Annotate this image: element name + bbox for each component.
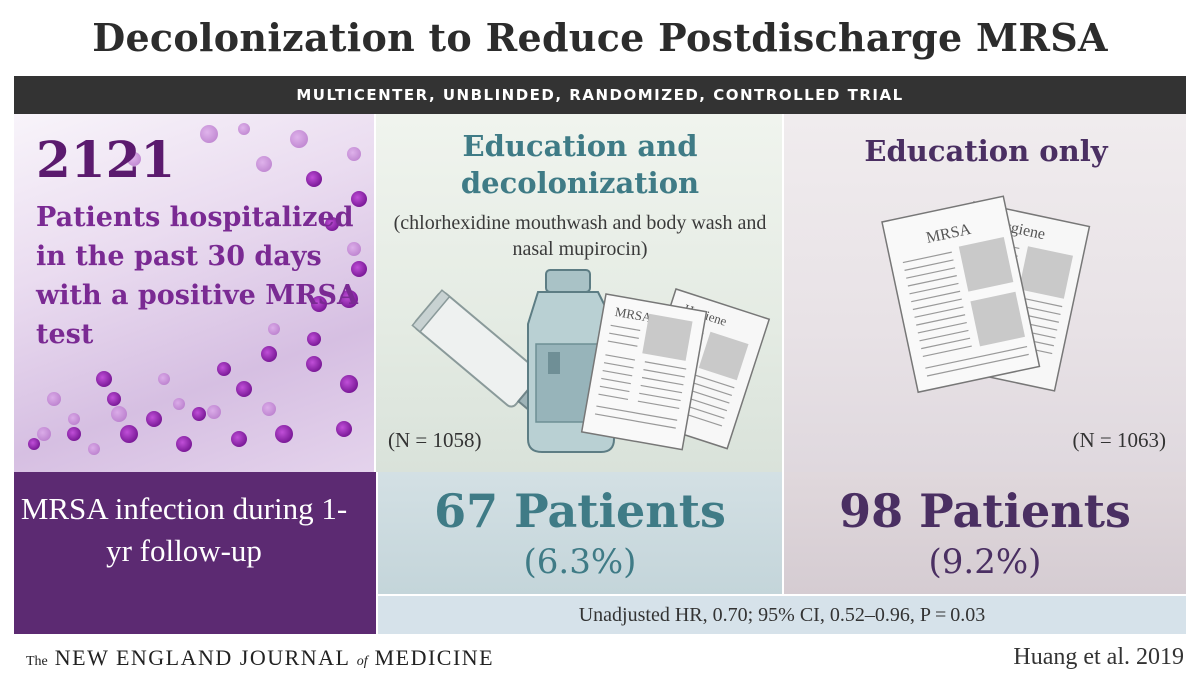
treatment-result-panel: 67 Patients (6.3%) [378,472,782,594]
journal-name-end: MEDICINE [374,645,495,670]
treatment-illustration: Hygiene MRSA [411,269,771,453]
pamphlet-icon: MRSA [580,293,708,451]
citation: Huang et al. 2019 [1013,644,1184,670]
hazard-ratio-bar: Unadjusted HR, 0.70; 95% CI, 0.52–0.96, … [378,594,1186,634]
cohort-panel: 2121 Patients hospitalized in the past 3… [14,114,374,472]
treatment-subtitle: (chlorhexidine mouthwash and body wash a… [393,212,767,260]
pamphlet-label-mrsa: MRSA [614,304,653,325]
journal-of: of [356,654,368,669]
journal-the: The [26,654,48,669]
treatment-result-count: 67 Patients [434,484,726,538]
control-result-panel: 98 Patients (9.2%) [784,472,1186,594]
outcome-label: MRSA infection during 1-yr follow-up [20,491,348,568]
journal-name: NEW ENGLAND JOURNAL [54,645,350,670]
trial-design-banner: MULTICENTER, UNBLINDED, RANDOMIZED, CONT… [14,76,1186,114]
pamphlet-icon: MRSA [881,195,1041,394]
hazard-ratio-text: Unadjusted HR, 0.70; 95% CI, 0.52–0.96, … [578,604,986,626]
control-illustration: Hygiene MRSA [881,195,1091,394]
treatment-panel: Education and decolonization (chlorhexid… [374,114,782,472]
control-result-count: 98 Patients [839,484,1131,538]
journal-logo: The NEW ENGLAND JOURNAL of MEDICINE [26,642,494,674]
bacteria-dots-icon [28,123,367,455]
outcome-panel: MRSA infection during 1-yr follow-up [14,472,376,634]
cohort-count: 2121 [36,130,176,189]
control-panel: Education only Hygiene MRSA [782,114,1186,472]
control-n: (N = 1063) [1072,428,1167,452]
control-title: Education only [864,134,1108,168]
cohort-description: Patients hospitalized in the past 30 day… [36,202,359,350]
treatment-result-percent: (6.3%) [523,542,637,582]
treatment-n: (N = 1058) [388,428,482,452]
control-result-percent: (9.2%) [928,542,1042,582]
arrow-right-icon [354,510,376,562]
treatment-title: Education and decolonization [460,129,700,200]
page-title: Decolonization to Reduce Postdischarge M… [92,15,1108,124]
